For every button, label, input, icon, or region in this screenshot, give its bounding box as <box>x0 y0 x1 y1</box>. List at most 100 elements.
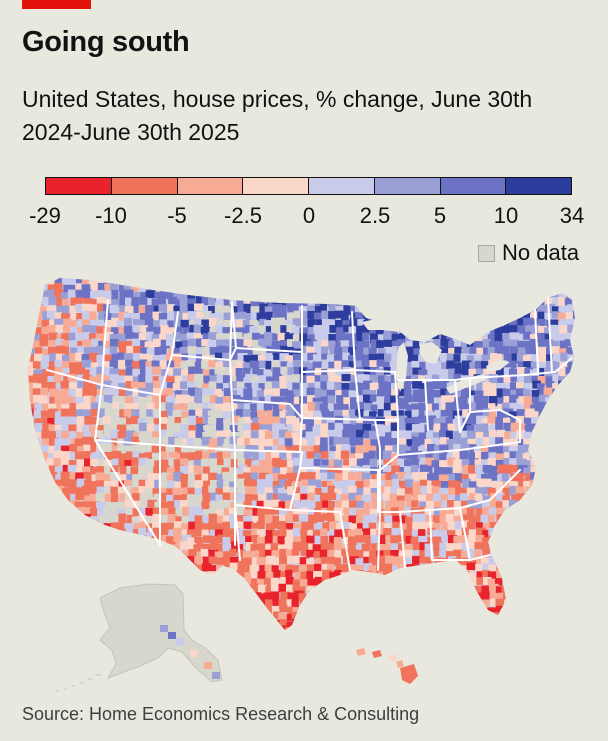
county-cell <box>280 467 289 476</box>
county-cell <box>482 530 492 539</box>
county-cell <box>126 417 135 428</box>
county-cell <box>264 487 273 497</box>
county-cell <box>89 535 98 544</box>
county-cell <box>580 502 590 511</box>
no-data-legend: No data <box>478 240 579 266</box>
county-cell <box>544 333 552 342</box>
county-cell <box>35 502 43 512</box>
county-cell <box>538 626 547 630</box>
county-cell <box>545 402 554 411</box>
county-cell <box>398 612 408 621</box>
county-cell <box>47 341 58 350</box>
county-cell <box>504 578 512 589</box>
county-cell <box>61 340 69 348</box>
county-cell <box>55 514 65 523</box>
county-cell <box>55 429 64 439</box>
county-cell <box>229 487 237 495</box>
county-cell <box>333 598 341 607</box>
county-cell <box>558 578 569 588</box>
county-cell <box>406 270 415 277</box>
county-cell <box>83 381 93 389</box>
county-cell <box>377 305 388 315</box>
county-cell <box>286 599 297 608</box>
county-cell <box>118 283 128 291</box>
county-cell <box>301 439 309 449</box>
county-cell <box>537 305 548 313</box>
county-cell <box>497 299 505 308</box>
county-cell <box>341 389 351 398</box>
county-cell <box>91 402 100 413</box>
county-cell <box>433 501 442 512</box>
county-cell <box>342 472 352 481</box>
county-cell <box>109 374 119 383</box>
county-cell <box>466 487 476 497</box>
county-cell <box>438 474 448 483</box>
county-cell <box>90 453 100 463</box>
county-cell <box>299 361 310 370</box>
county-cell <box>530 291 540 301</box>
county-cell <box>256 578 267 587</box>
county-cell <box>159 423 168 434</box>
county-cell <box>404 299 412 308</box>
county-cell <box>390 395 399 403</box>
county-cell <box>551 598 561 607</box>
county-cell <box>483 437 492 446</box>
county-cell <box>138 305 148 316</box>
county-cell <box>243 367 251 378</box>
county-cell <box>84 458 94 469</box>
county-cell <box>335 319 343 330</box>
county-cell <box>525 325 533 335</box>
county-cell <box>482 537 492 547</box>
county-cell <box>321 480 332 491</box>
county-cell <box>552 297 560 307</box>
county-cell <box>90 437 99 447</box>
county-cell <box>511 606 520 616</box>
county-cell <box>48 381 56 392</box>
county-cell <box>133 523 142 534</box>
county-cell <box>231 415 240 423</box>
county-cell <box>368 347 377 357</box>
county-cell <box>103 269 110 277</box>
county-cell <box>383 584 392 595</box>
county-cell <box>524 543 533 552</box>
county-cell <box>384 515 393 523</box>
county-cell <box>459 450 469 460</box>
county-cell <box>516 404 526 414</box>
alaska-cells <box>160 625 220 679</box>
county-cell <box>60 431 71 440</box>
county-cell <box>441 530 450 538</box>
county-cell <box>418 584 426 594</box>
county-cell <box>405 535 413 544</box>
county-cell <box>188 430 197 438</box>
county-cell <box>244 292 253 301</box>
county-cell <box>201 473 211 483</box>
county-cell <box>320 492 329 502</box>
county-cell <box>200 445 209 454</box>
county-cell <box>223 396 232 405</box>
county-cell <box>28 354 38 362</box>
county-cell <box>286 584 296 594</box>
county-cell <box>173 278 184 285</box>
county-cell <box>90 520 100 529</box>
county-cell <box>32 451 41 461</box>
county-cell <box>47 324 57 334</box>
county-cell <box>490 353 498 362</box>
county-cell <box>62 354 71 364</box>
county-cell <box>272 333 282 341</box>
county-cell <box>145 459 156 468</box>
county-cell <box>28 550 29 560</box>
county-cell <box>378 635 387 642</box>
county-cell <box>208 283 216 291</box>
county-cell <box>96 535 105 545</box>
county-cell <box>153 320 161 329</box>
county-cell <box>222 556 232 565</box>
county-cell <box>495 598 505 607</box>
county-cell <box>313 606 323 616</box>
county-cell <box>496 388 507 398</box>
county-cell <box>553 444 562 454</box>
county-cell <box>111 438 120 449</box>
county-cell <box>509 411 520 419</box>
county-cell <box>461 500 469 509</box>
county-cell <box>214 403 225 412</box>
county-cell <box>292 607 301 616</box>
